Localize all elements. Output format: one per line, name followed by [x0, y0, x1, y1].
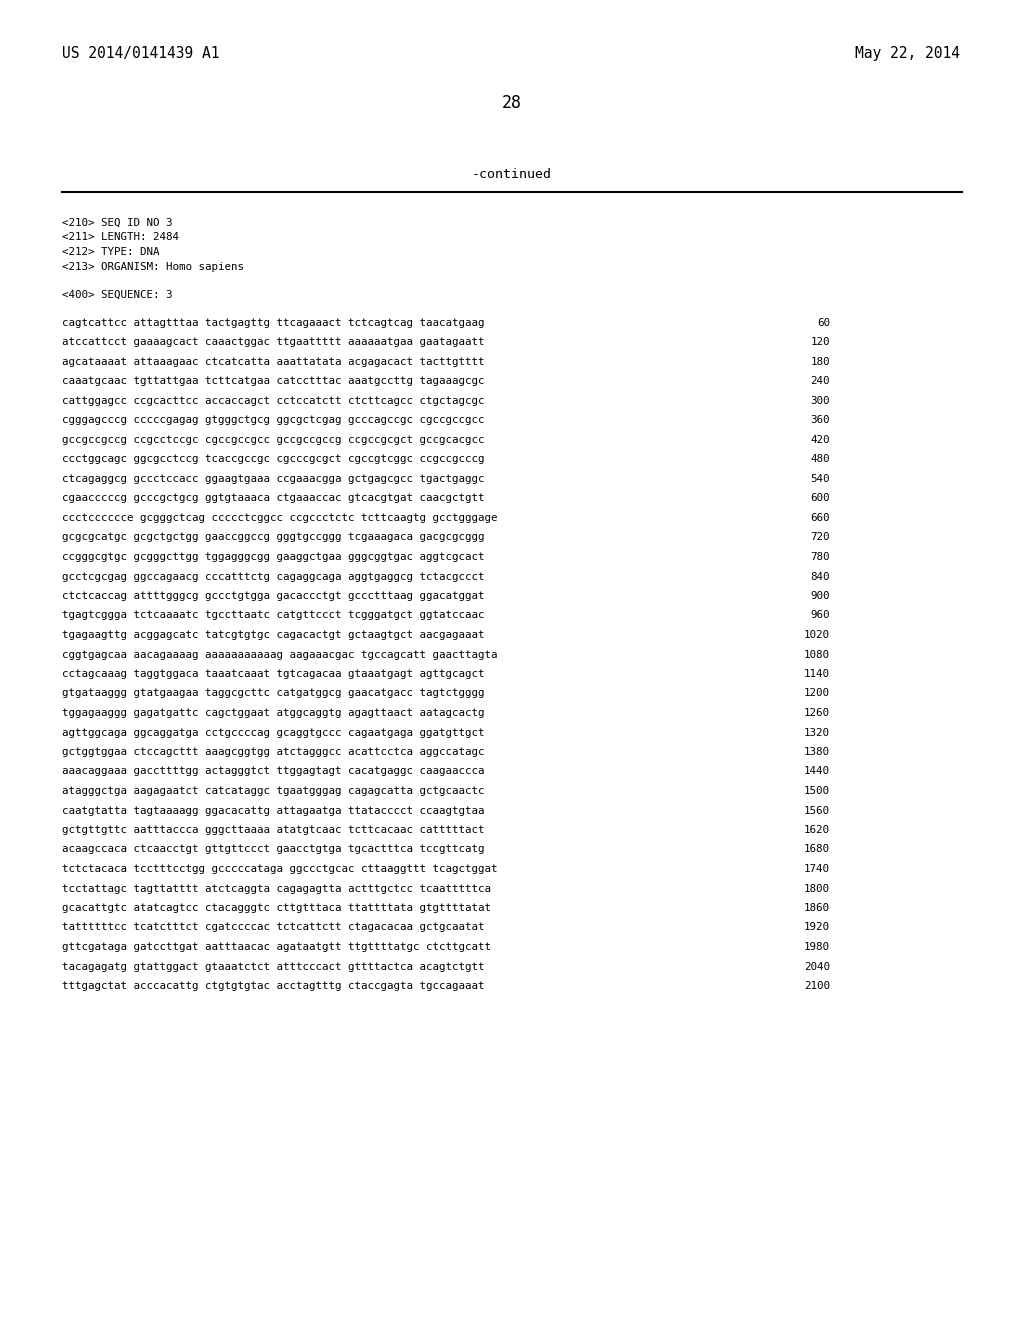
Text: <211> LENGTH: 2484: <211> LENGTH: 2484 — [62, 232, 179, 243]
Text: 480: 480 — [811, 454, 830, 465]
Text: 660: 660 — [811, 513, 830, 523]
Text: cggtgagcaa aacagaaaag aaaaaaaaaaag aagaaacgac tgccagcatt gaacttagta: cggtgagcaa aacagaaaag aaaaaaaaaaag aagaa… — [62, 649, 498, 660]
Text: 60: 60 — [817, 318, 830, 327]
Text: aaacaggaaa gaccttttgg actagggtct ttggagtagt cacatgaggc caagaaccca: aaacaggaaa gaccttttgg actagggtct ttggagt… — [62, 767, 484, 776]
Text: US 2014/0141439 A1: US 2014/0141439 A1 — [62, 46, 219, 61]
Text: gccgccgccg ccgcctccgc cgccgccgcc gccgccgccg ccgccgcgct gccgcacgcc: gccgccgccg ccgcctccgc cgccgccgcc gccgccg… — [62, 436, 484, 445]
Text: tgagaagttg acggagcatc tatcgtgtgc cagacactgt gctaagtgct aacgagaaat: tgagaagttg acggagcatc tatcgtgtgc cagacac… — [62, 630, 484, 640]
Text: ctctcaccag attttgggcg gccctgtgga gacaccctgt gccctttaag ggacatggat: ctctcaccag attttgggcg gccctgtgga gacaccc… — [62, 591, 484, 601]
Text: acaagccaca ctcaacctgt gttgttccct gaacctgtga tgcactttca tccgttcatg: acaagccaca ctcaacctgt gttgttccct gaacctg… — [62, 845, 484, 854]
Text: 780: 780 — [811, 552, 830, 562]
Text: 1860: 1860 — [804, 903, 830, 913]
Text: 1620: 1620 — [804, 825, 830, 836]
Text: caaatgcaac tgttattgaa tcttcatgaa catcctttac aaatgccttg tagaaagcgc: caaatgcaac tgttattgaa tcttcatgaa catcctt… — [62, 376, 484, 387]
Text: 1560: 1560 — [804, 805, 830, 816]
Text: cgggagcccg cccccgagag gtgggctgcg ggcgctcgag gcccagccgc cgccgccgcc: cgggagcccg cccccgagag gtgggctgcg ggcgctc… — [62, 416, 484, 425]
Text: gttcgataga gatccttgat aatttaacac agataatgtt ttgttttatgc ctcttgcatt: gttcgataga gatccttgat aatttaacac agataat… — [62, 942, 490, 952]
Text: 900: 900 — [811, 591, 830, 601]
Text: -continued: -continued — [472, 168, 552, 181]
Text: agcataaaat attaaagaac ctcatcatta aaattatata acgagacact tacttgtttt: agcataaaat attaaagaac ctcatcatta aaattat… — [62, 356, 484, 367]
Text: 120: 120 — [811, 338, 830, 347]
Text: caatgtatta tagtaaaagg ggacacattg attagaatga ttatacccct ccaagtgtaa: caatgtatta tagtaaaagg ggacacattg attagaa… — [62, 805, 484, 816]
Text: 2100: 2100 — [804, 981, 830, 991]
Text: tctctacaca tcctttcctgg gcccccataga ggccctgcac cttaaggttt tcagctggat: tctctacaca tcctttcctgg gcccccataga ggccc… — [62, 865, 498, 874]
Text: ccctggcagc ggcgcctccg tcaccgccgc cgcccgcgct cgccgtcggc ccgccgcccg: ccctggcagc ggcgcctccg tcaccgccgc cgcccgc… — [62, 454, 484, 465]
Text: 28: 28 — [502, 94, 522, 112]
Text: 1140: 1140 — [804, 669, 830, 678]
Text: 180: 180 — [811, 356, 830, 367]
Text: tgagtcggga tctcaaaatc tgccttaatc catgttccct tcgggatgct ggtatccaac: tgagtcggga tctcaaaatc tgccttaatc catgttc… — [62, 610, 484, 620]
Text: agttggcaga ggcaggatga cctgccccag gcaggtgccc cagaatgaga ggatgttgct: agttggcaga ggcaggatga cctgccccag gcaggtg… — [62, 727, 484, 738]
Text: 540: 540 — [811, 474, 830, 484]
Text: gctgttgttc aatttaccca gggcttaaaa atatgtcaac tcttcacaac catttttact: gctgttgttc aatttaccca gggcttaaaa atatgtc… — [62, 825, 484, 836]
Text: 240: 240 — [811, 376, 830, 387]
Text: cgaacccccg gcccgctgcg ggtgtaaaca ctgaaaccac gtcacgtgat caacgctgtt: cgaacccccg gcccgctgcg ggtgtaaaca ctgaaac… — [62, 494, 484, 503]
Text: 1440: 1440 — [804, 767, 830, 776]
Text: cagtcattcc attagtttaa tactgagttg ttcagaaact tctcagtcag taacatgaag: cagtcattcc attagtttaa tactgagttg ttcagaa… — [62, 318, 484, 327]
Text: tcctattagc tagttatttt atctcaggta cagagagtta actttgctcc tcaatttttca: tcctattagc tagttatttt atctcaggta cagagag… — [62, 883, 490, 894]
Text: gcacattgtc atatcagtcc ctacagggtc cttgtttaca ttattttata gtgttttatat: gcacattgtc atatcagtcc ctacagggtc cttgttt… — [62, 903, 490, 913]
Text: cctagcaaag taggtggaca taaatcaaat tgtcagacaa gtaaatgagt agttgcagct: cctagcaaag taggtggaca taaatcaaat tgtcaga… — [62, 669, 484, 678]
Text: 1380: 1380 — [804, 747, 830, 756]
Text: ccgggcgtgc gcgggcttgg tggagggcgg gaaggctgaa gggcggtgac aggtcgcact: ccgggcgtgc gcgggcttgg tggagggcgg gaaggct… — [62, 552, 484, 562]
Text: atccattcct gaaaagcact caaactggac ttgaattttt aaaaaatgaa gaatagaatt: atccattcct gaaaagcact caaactggac ttgaatt… — [62, 338, 484, 347]
Text: 1740: 1740 — [804, 865, 830, 874]
Text: 2040: 2040 — [804, 961, 830, 972]
Text: 1980: 1980 — [804, 942, 830, 952]
Text: 840: 840 — [811, 572, 830, 582]
Text: gcctcgcgag ggccagaacg cccatttctg cagaggcaga aggtgaggcg tctacgccct: gcctcgcgag ggccagaacg cccatttctg cagaggc… — [62, 572, 484, 582]
Text: 1800: 1800 — [804, 883, 830, 894]
Text: 1080: 1080 — [804, 649, 830, 660]
Text: <212> TYPE: DNA: <212> TYPE: DNA — [62, 247, 160, 257]
Text: <400> SEQUENCE: 3: <400> SEQUENCE: 3 — [62, 290, 172, 300]
Text: <213> ORGANISM: Homo sapiens: <213> ORGANISM: Homo sapiens — [62, 261, 244, 272]
Text: 960: 960 — [811, 610, 830, 620]
Text: 300: 300 — [811, 396, 830, 407]
Text: tggagaaggg gagatgattc cagctggaat atggcaggtg agagttaact aatagcactg: tggagaaggg gagatgattc cagctggaat atggcag… — [62, 708, 484, 718]
Text: tttgagctat acccacattg ctgtgtgtac acctagtttg ctaccgagta tgccagaaat: tttgagctat acccacattg ctgtgtgtac acctagt… — [62, 981, 484, 991]
Text: 1320: 1320 — [804, 727, 830, 738]
Text: gctggtggaa ctccagcttt aaagcggtgg atctagggcc acattcctca aggccatagc: gctggtggaa ctccagcttt aaagcggtgg atctagg… — [62, 747, 484, 756]
Text: gtgataaggg gtatgaagaa taggcgcttc catgatggcg gaacatgacc tagtctgggg: gtgataaggg gtatgaagaa taggcgcttc catgatg… — [62, 689, 484, 698]
Text: ccctcccccce gcgggctcag ccccctcggcc ccgccctctc tcttcaagtg gcctgggage: ccctcccccce gcgggctcag ccccctcggcc ccgcc… — [62, 513, 498, 523]
Text: 360: 360 — [811, 416, 830, 425]
Text: May 22, 2014: May 22, 2014 — [855, 46, 961, 61]
Text: cattggagcc ccgcacttcc accaccagct cctccatctt ctcttcagcc ctgctagcgc: cattggagcc ccgcacttcc accaccagct cctccat… — [62, 396, 484, 407]
Text: atagggctga aagagaatct catcataggc tgaatgggag cagagcatta gctgcaactc: atagggctga aagagaatct catcataggc tgaatgg… — [62, 785, 484, 796]
Text: 720: 720 — [811, 532, 830, 543]
Text: 1500: 1500 — [804, 785, 830, 796]
Text: 420: 420 — [811, 436, 830, 445]
Text: 1680: 1680 — [804, 845, 830, 854]
Text: 600: 600 — [811, 494, 830, 503]
Text: gcgcgcatgc gcgctgctgg gaaccggccg gggtgccggg tcgaaagaca gacgcgcggg: gcgcgcatgc gcgctgctgg gaaccggccg gggtgcc… — [62, 532, 484, 543]
Text: <210> SEQ ID NO 3: <210> SEQ ID NO 3 — [62, 218, 172, 228]
Text: tattttttcc tcatctttct cgatccccac tctcattctt ctagacacaa gctgcaatat: tattttttcc tcatctttct cgatccccac tctcatt… — [62, 923, 484, 932]
Text: tacagagatg gtattggact gtaaatctct atttcccact gttttactca acagtctgtt: tacagagatg gtattggact gtaaatctct atttccc… — [62, 961, 484, 972]
Text: 1920: 1920 — [804, 923, 830, 932]
Text: ctcagaggcg gccctccacc ggaagtgaaa ccgaaacgga gctgagcgcc tgactgaggc: ctcagaggcg gccctccacc ggaagtgaaa ccgaaac… — [62, 474, 484, 484]
Text: 1200: 1200 — [804, 689, 830, 698]
Text: 1020: 1020 — [804, 630, 830, 640]
Text: 1260: 1260 — [804, 708, 830, 718]
